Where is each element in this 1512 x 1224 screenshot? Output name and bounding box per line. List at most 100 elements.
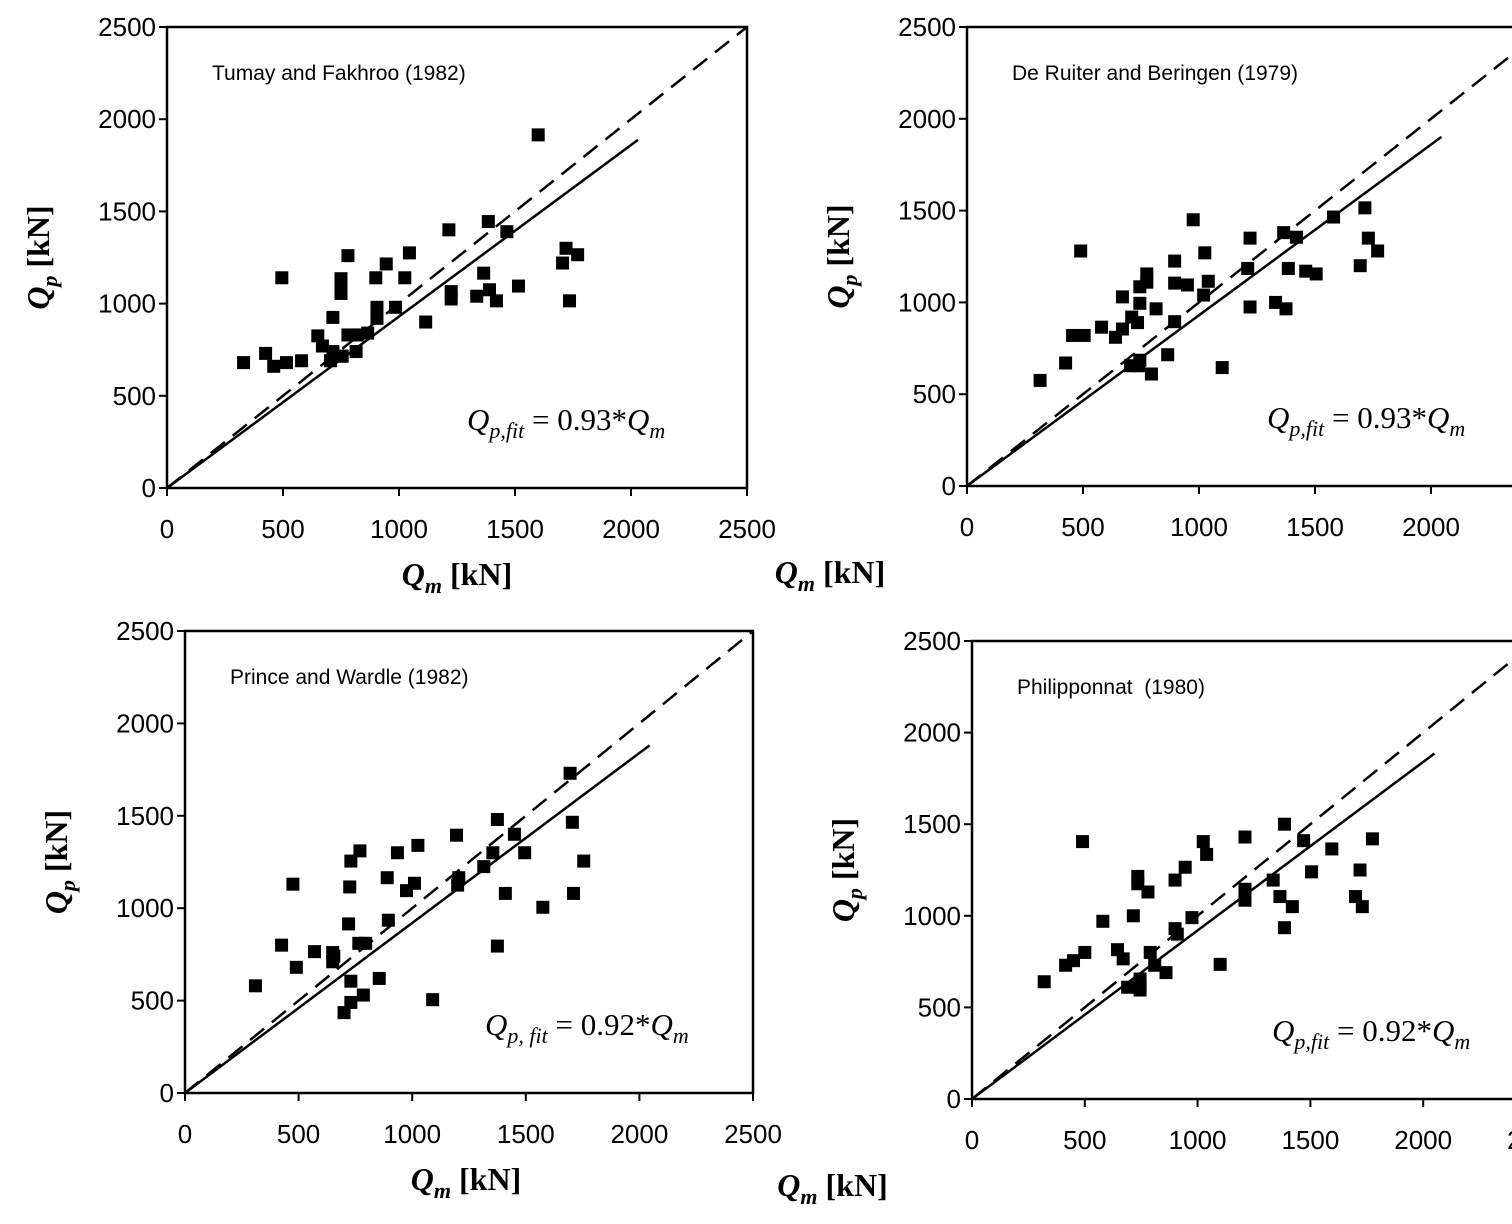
data-point (1371, 244, 1385, 258)
data-point (308, 945, 322, 959)
fit-equation-part: Q (485, 1007, 507, 1042)
x-tick-label: 1000 (1170, 512, 1228, 542)
y-tick-label: 2500 (903, 626, 961, 656)
data-point (1149, 302, 1163, 316)
axis-subscript: p (837, 275, 862, 288)
data-point (311, 329, 325, 343)
data-point (498, 886, 512, 900)
data-point (1201, 274, 1215, 288)
x-tick-label: 1500 (1281, 1125, 1339, 1155)
data-point (1159, 966, 1173, 980)
y-tick-label: 2500 (116, 616, 174, 646)
data-point (286, 877, 300, 891)
y-tick-label: 2500 (98, 12, 156, 42)
y-tick-label: 1000 (903, 901, 961, 931)
y-tick-label: 1500 (116, 801, 174, 831)
data-point (567, 886, 581, 900)
data-point (1289, 230, 1303, 244)
data-point (490, 939, 504, 953)
fit-equation-part: = 0.93* (1324, 400, 1427, 435)
data-point (1200, 847, 1214, 861)
data-point (379, 257, 393, 271)
data-point (334, 286, 348, 300)
data-point (518, 846, 532, 860)
data-point (344, 995, 358, 1009)
fit-equation-part: = 0.92* (1329, 1013, 1432, 1048)
data-point (1033, 373, 1047, 387)
axis-symbol: Q (38, 891, 74, 914)
data-point (337, 1006, 351, 1020)
x-tick-label: 2000 (1394, 1125, 1452, 1155)
fit-equation-part: Q (627, 402, 649, 437)
data-point (1305, 865, 1319, 879)
data-point (489, 294, 503, 308)
x-tick-label: 2500 (724, 1119, 782, 1149)
data-point (1115, 290, 1129, 304)
axis-subscript: m (800, 1184, 817, 1209)
axis-symbol: Q (20, 287, 56, 310)
data-point (442, 223, 456, 237)
data-point (326, 310, 340, 324)
plot-frame (165, 25, 749, 490)
data-point (1144, 367, 1158, 381)
data-point (1133, 983, 1147, 997)
data-point (361, 326, 375, 340)
data-point (1238, 882, 1252, 896)
fit-equation-part: Q (1432, 1013, 1454, 1048)
plot-frame (970, 639, 1512, 1101)
data-point (1358, 201, 1372, 215)
fit-equation: Qp,fit = 0.93*Qm (467, 402, 665, 443)
data-point (1168, 873, 1182, 887)
data-point (342, 917, 356, 931)
data-point (1353, 259, 1367, 273)
data-point (1143, 945, 1157, 959)
y-tick-label: 1500 (903, 809, 961, 839)
data-point (500, 225, 514, 239)
x-label: Qm [kN] (777, 1167, 887, 1209)
data-point (1309, 267, 1323, 281)
data-point (372, 971, 386, 985)
data-point (531, 128, 545, 142)
data-point (426, 993, 440, 1007)
data-point (1238, 830, 1252, 844)
data-point (1148, 958, 1162, 972)
data-point (1161, 348, 1175, 362)
axis-unit: [kN] (450, 556, 512, 592)
data-point (556, 256, 570, 270)
x-tick-label: 0 (960, 512, 974, 542)
data-point (511, 279, 525, 293)
data-point (380, 871, 394, 885)
data-point (1277, 817, 1291, 831)
axis-unit: [kN] (820, 204, 856, 266)
data-point (356, 988, 370, 1002)
data-point (1185, 911, 1199, 925)
data-point (315, 339, 329, 353)
subplot: 0 500 1000 1500 2000 2500 0 500 1000 1500 2000 2500… (20, 12, 776, 598)
one-to-one-line (184, 630, 754, 1094)
data-point (370, 300, 384, 314)
fit-equation-part: p,fit (1287, 416, 1325, 441)
fit-equation-part: = 0.93* (524, 402, 627, 437)
x-tick-label: 1000 (383, 1119, 441, 1149)
data-point (1067, 954, 1081, 968)
data-point (563, 766, 577, 780)
data-point (482, 283, 496, 297)
panel-title: Tumay and Fakhroo (1982) (212, 62, 466, 85)
data-point (571, 248, 585, 262)
axis-unit: [kN] (20, 205, 56, 267)
data-point (369, 271, 383, 285)
data-point (349, 345, 363, 359)
data-point (1095, 320, 1109, 334)
data-point (359, 936, 373, 950)
data-point (477, 860, 491, 874)
data-point (1077, 328, 1091, 342)
data-point (477, 266, 491, 280)
data-point (1325, 842, 1339, 856)
data-point (1238, 893, 1252, 907)
data-point (1365, 832, 1379, 846)
y-tick-label: 0 (947, 1084, 961, 1114)
fit-equation: Qp,fit = 0.92*Qm (1272, 1013, 1470, 1054)
data-point (1059, 356, 1073, 370)
fit-equation-part: m (1449, 416, 1465, 441)
data-point (1279, 302, 1293, 316)
